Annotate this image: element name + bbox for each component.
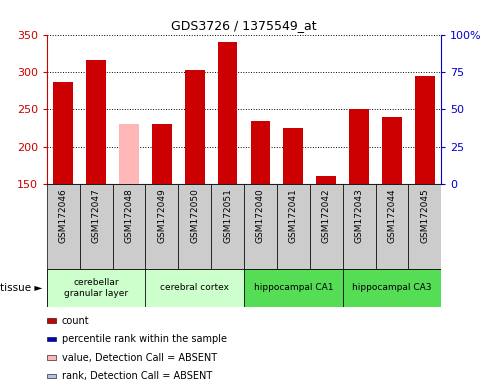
Text: GSM172043: GSM172043: [354, 189, 363, 243]
Text: GSM172042: GSM172042: [322, 189, 331, 243]
Text: count: count: [62, 316, 89, 326]
Bar: [343, 269, 441, 307]
Bar: [317, 176, 336, 184]
Bar: [185, 70, 205, 184]
Text: GSM172049: GSM172049: [157, 189, 166, 243]
Bar: [250, 121, 270, 184]
Bar: [244, 269, 343, 307]
Text: GSM172045: GSM172045: [421, 189, 429, 243]
Text: GSM172041: GSM172041: [289, 189, 298, 243]
Text: cerebral cortex: cerebral cortex: [160, 283, 229, 293]
Bar: [408, 184, 441, 269]
Bar: [343, 184, 376, 269]
Text: GSM172051: GSM172051: [223, 189, 232, 243]
Bar: [112, 184, 145, 269]
Bar: [47, 184, 80, 269]
Bar: [244, 184, 277, 269]
Text: GSM172044: GSM172044: [387, 189, 396, 243]
Bar: [283, 128, 303, 184]
Bar: [349, 109, 369, 184]
Text: rank, Detection Call = ABSENT: rank, Detection Call = ABSENT: [62, 371, 212, 381]
Text: GSM172048: GSM172048: [125, 189, 134, 243]
Bar: [178, 184, 211, 269]
Bar: [145, 184, 178, 269]
Bar: [211, 184, 244, 269]
Bar: [86, 60, 106, 184]
Text: hippocampal CA1: hippocampal CA1: [253, 283, 333, 293]
Text: GSM172040: GSM172040: [256, 189, 265, 243]
Title: GDS3726 / 1375549_at: GDS3726 / 1375549_at: [171, 19, 317, 32]
Bar: [310, 184, 343, 269]
Text: value, Detection Call = ABSENT: value, Detection Call = ABSENT: [62, 353, 217, 362]
Bar: [415, 76, 435, 184]
Bar: [119, 124, 139, 184]
Text: cerebellar
granular layer: cerebellar granular layer: [64, 278, 128, 298]
Bar: [382, 117, 402, 184]
Bar: [277, 184, 310, 269]
Bar: [376, 184, 408, 269]
Bar: [152, 124, 172, 184]
Text: GSM172047: GSM172047: [92, 189, 101, 243]
Bar: [53, 83, 73, 184]
Text: GSM172046: GSM172046: [59, 189, 68, 243]
Bar: [145, 269, 244, 307]
Text: GSM172050: GSM172050: [190, 189, 199, 243]
Text: tissue ►: tissue ►: [0, 283, 42, 293]
Bar: [218, 42, 238, 184]
Bar: [80, 184, 112, 269]
Text: hippocampal CA3: hippocampal CA3: [352, 283, 432, 293]
Bar: [47, 269, 145, 307]
Text: percentile rank within the sample: percentile rank within the sample: [62, 334, 227, 344]
